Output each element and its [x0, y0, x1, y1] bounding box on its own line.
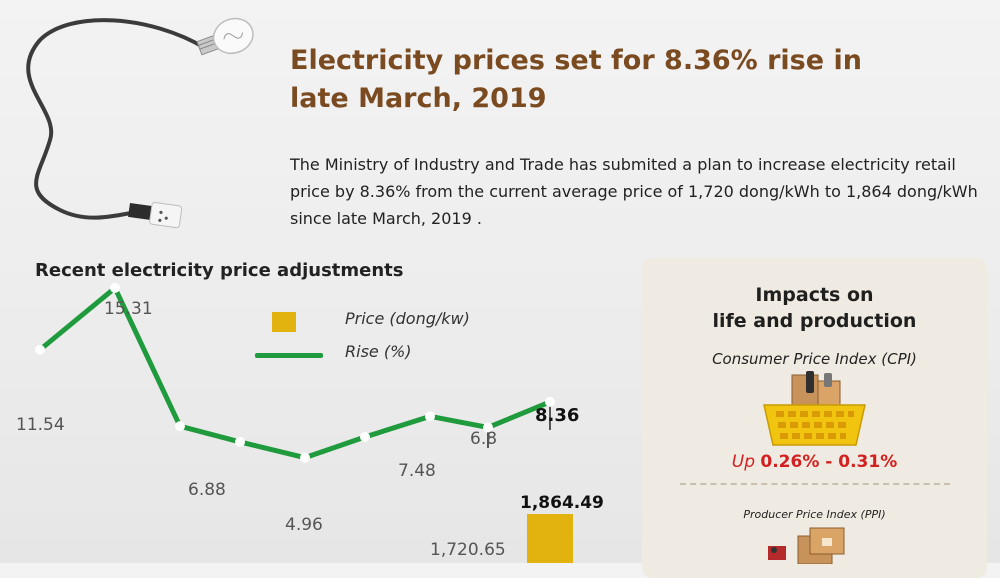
- price-data-label: 1,720.65: [430, 540, 506, 560]
- price-bar: [527, 514, 573, 563]
- rise-data-label: 7.48: [398, 461, 436, 481]
- rise-data-label: 11.54: [16, 415, 65, 435]
- rise-point: [235, 436, 245, 447]
- page-title: Electricity prices set for 8.36% rise in…: [290, 45, 862, 114]
- intro-text: The Ministry of Industry and Trade has s…: [290, 155, 978, 228]
- rise-point: [483, 422, 493, 433]
- cpi-value: Up 0.26% - 0.31%: [642, 452, 987, 472]
- panel-divider: [680, 483, 950, 485]
- impacts-title-line1: Impacts on: [755, 284, 874, 306]
- legend-swatch-price: [272, 312, 296, 332]
- shopping-basket-icon: [763, 371, 866, 446]
- price-data-label: 1,864.49: [520, 493, 604, 513]
- rise-point: [175, 421, 185, 432]
- impacts-title: Impacts on life and production: [642, 282, 987, 334]
- rise-point: [300, 452, 310, 463]
- chart-heading: Recent electricity price adjustments: [35, 260, 404, 281]
- rise-data-label: 8.36: [535, 405, 579, 426]
- impacts-title-line2: life and production: [712, 310, 917, 332]
- rise-point: [545, 396, 555, 407]
- rise-data-label: 15.31: [104, 299, 153, 319]
- price-adjustment-chart: 11.54 15.31 6.88 4.96 7.48 6.8 8.36 1,720.65 1,8…: [16, 282, 604, 563]
- cpi-label: Consumer Price Index (CPI): [712, 350, 917, 368]
- cpi-up-label: Up: [731, 452, 755, 472]
- rise-point: [110, 282, 120, 293]
- legend-label-price: Price (dong/kw): [345, 309, 470, 328]
- impacts-panel: Impacts on life and production Consumer …: [642, 258, 987, 578]
- rise-data-label: 6.8: [470, 429, 497, 449]
- legend-label-rise: Rise (%): [345, 342, 412, 361]
- light-bulb-icon: [26, 17, 254, 229]
- cpi-range: 0.26% - 0.31%: [760, 452, 898, 472]
- ppi-label: Producer Price Index (PPI): [743, 508, 886, 521]
- cardboard-boxes-icon: [768, 527, 845, 564]
- rise-data-label: 6.88: [188, 480, 226, 500]
- rise-point: [35, 344, 45, 355]
- legend-swatch-rise: [255, 353, 323, 358]
- rise-data-label: 4.96: [285, 515, 323, 535]
- rise-point: [360, 431, 370, 442]
- rise-point: [425, 411, 435, 422]
